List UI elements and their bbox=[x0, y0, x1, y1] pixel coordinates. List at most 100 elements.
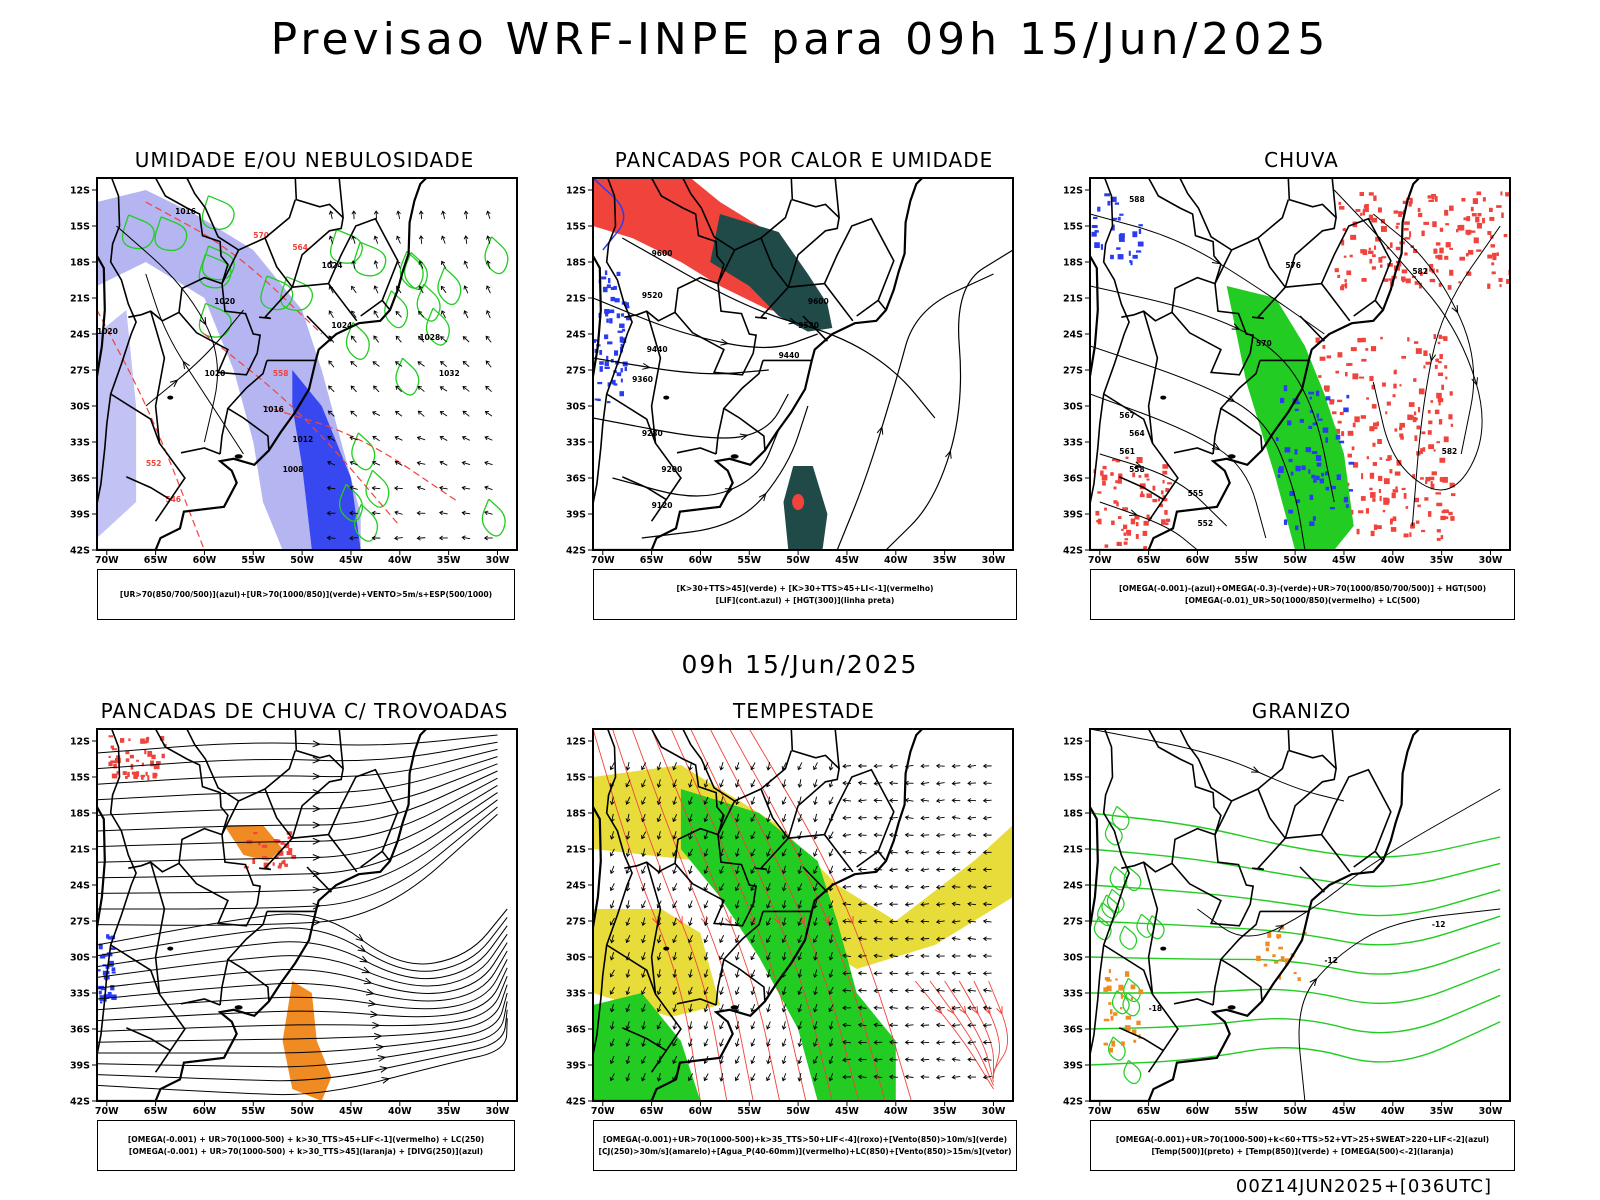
humidity-low-contour bbox=[201, 195, 235, 231]
humidity-core-area bbox=[292, 370, 361, 550]
legend-line: [Temp(500)](preto) + [Temp(850)](verde) … bbox=[1151, 1146, 1454, 1156]
wind850-vector bbox=[935, 832, 945, 838]
rain-blue-speckle bbox=[1284, 519, 1287, 525]
rain-red-speckle bbox=[1403, 228, 1409, 231]
rain-red-speckle bbox=[1135, 521, 1139, 527]
wind-vector bbox=[326, 535, 336, 541]
rain-red-speckle bbox=[1379, 495, 1382, 502]
storm-red-speckle bbox=[110, 745, 115, 749]
political-border bbox=[856, 850, 879, 868]
wind850-vector bbox=[951, 953, 961, 959]
rain-red-speckle bbox=[1404, 237, 1411, 240]
lon-tick-label: 55W bbox=[1234, 555, 1258, 564]
wind850-vector bbox=[735, 813, 740, 823]
wind850-vector bbox=[982, 832, 992, 838]
contour-label: 9440 bbox=[779, 351, 800, 360]
rain-red-speckle bbox=[1339, 411, 1344, 416]
wind-vector bbox=[438, 485, 448, 491]
wind850-vector bbox=[920, 970, 930, 976]
wind-vector bbox=[486, 310, 491, 319]
lon-tick-label: 50W bbox=[786, 1106, 810, 1115]
wind850-vector bbox=[857, 1040, 867, 1045]
divergence-speckle bbox=[98, 943, 103, 950]
instability-teal-south bbox=[783, 466, 828, 550]
rain-blue-speckle bbox=[1312, 516, 1316, 521]
lon-tick-label: 45W bbox=[835, 1106, 859, 1115]
lc850-contour bbox=[593, 729, 701, 1101]
rain-red-speckle bbox=[1397, 261, 1402, 267]
political-border bbox=[676, 447, 717, 455]
political-border bbox=[1353, 850, 1376, 868]
storm-red-speckle bbox=[114, 757, 121, 764]
storm-red-speckle bbox=[278, 862, 283, 867]
storm-red-speckle bbox=[125, 775, 128, 779]
wind-vector bbox=[439, 386, 448, 392]
political-border bbox=[178, 834, 262, 927]
rain-red-speckle bbox=[1118, 473, 1123, 479]
rain-green-area bbox=[1226, 286, 1354, 550]
political-border bbox=[834, 178, 840, 218]
rain-red-speckle bbox=[1341, 239, 1345, 246]
rain-red-speckle bbox=[1439, 457, 1446, 463]
wind850-vector bbox=[609, 865, 615, 875]
divergence-speckle bbox=[110, 947, 116, 950]
wind850-vector bbox=[857, 815, 867, 821]
rain-red-speckle bbox=[1435, 242, 1441, 246]
wind850-vector bbox=[734, 865, 740, 875]
wind850-vector bbox=[813, 986, 818, 996]
wind850-vector bbox=[889, 1039, 898, 1045]
wind-vector bbox=[462, 336, 470, 343]
rain-red-speckle bbox=[1436, 502, 1443, 507]
political-border bbox=[593, 729, 633, 1059]
rain-red-speckle bbox=[1438, 334, 1442, 339]
contour-label: 1020 bbox=[97, 327, 118, 336]
lon-tick-label: 50W bbox=[786, 555, 810, 564]
divergence-speckle bbox=[108, 960, 114, 967]
rain-blue-speckle bbox=[1308, 425, 1313, 430]
rain-blue-speckle bbox=[1277, 468, 1284, 474]
political-border bbox=[1299, 866, 1325, 893]
lat-tick-label: 21S bbox=[70, 845, 90, 856]
wind850-vector bbox=[750, 1055, 756, 1065]
lat-tick-label: 39S bbox=[70, 510, 90, 521]
rain-red-speckle bbox=[1404, 252, 1408, 256]
political-border bbox=[264, 282, 358, 322]
political-border bbox=[264, 199, 297, 239]
lif-speckle bbox=[608, 309, 615, 314]
lon-tick-label: 55W bbox=[737, 555, 761, 564]
wind850-vector bbox=[935, 970, 945, 976]
political-border bbox=[264, 750, 297, 790]
lif-speckle bbox=[606, 284, 611, 289]
lat-tick-label: 36S bbox=[1063, 1025, 1083, 1036]
wind850-vector bbox=[951, 901, 961, 907]
wind850-vector bbox=[641, 900, 646, 909]
omega-orange-speckle bbox=[1133, 1039, 1137, 1043]
rain-red-speckle bbox=[1372, 442, 1376, 447]
lon-tick-label: 55W bbox=[241, 1106, 265, 1115]
rain-red-speckle bbox=[1340, 285, 1345, 291]
wind850-vector bbox=[842, 815, 852, 821]
streamline-250 bbox=[97, 806, 498, 910]
wind850-vector bbox=[781, 934, 787, 944]
lc850-contour bbox=[690, 729, 833, 1101]
rain-red-speckle bbox=[1161, 519, 1166, 525]
hgt500-contour bbox=[1099, 501, 1198, 550]
lon-tick-label: 70W bbox=[1088, 555, 1112, 564]
wind-vector bbox=[441, 210, 446, 220]
rain-red-speckle bbox=[1421, 529, 1426, 533]
wind850-vector bbox=[951, 832, 961, 838]
divergence-speckle bbox=[111, 967, 116, 972]
wind850-vector bbox=[766, 848, 771, 857]
wind850-vector bbox=[641, 1004, 646, 1013]
rain-red-speckle bbox=[1422, 447, 1426, 452]
lif-speckle bbox=[599, 361, 604, 365]
political-border bbox=[676, 998, 717, 1006]
lif-speckle bbox=[604, 361, 609, 367]
wind850-vector bbox=[857, 1057, 867, 1063]
wind850-vector bbox=[734, 934, 740, 944]
lake-mark bbox=[663, 395, 670, 400]
political-border bbox=[760, 282, 854, 322]
storm-red-speckle bbox=[284, 843, 290, 849]
rain-red-speckle bbox=[1395, 486, 1398, 490]
rain-red-speckle bbox=[1476, 191, 1482, 196]
